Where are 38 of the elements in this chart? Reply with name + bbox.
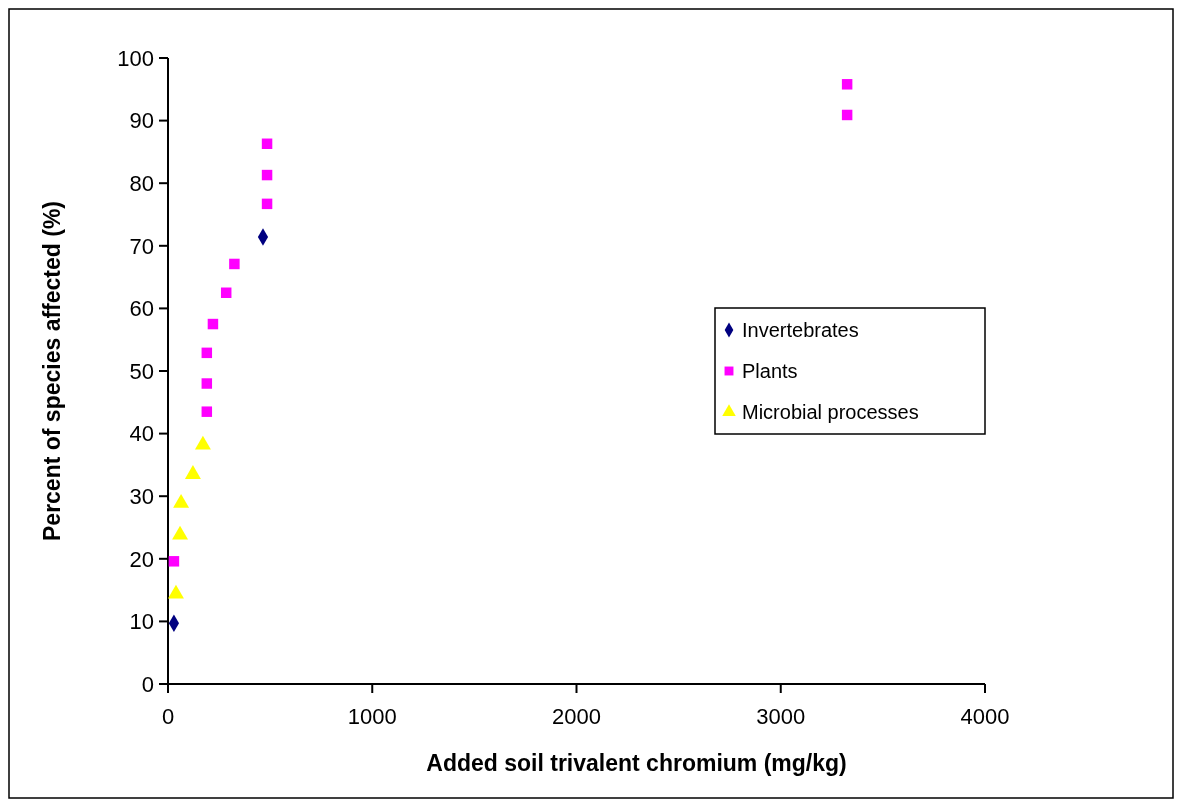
y-tick-label: 0: [141, 671, 154, 697]
point: [201, 406, 213, 417]
y-tick-label: 10: [129, 609, 154, 635]
point: [201, 347, 213, 359]
x-tick-label: 2000: [552, 704, 601, 729]
point: [194, 435, 211, 450]
x-tick-label: 0: [161, 704, 175, 729]
point: [173, 493, 190, 508]
point: [220, 287, 232, 298]
point: [841, 79, 853, 90]
y-tick-label: 40: [129, 421, 154, 447]
y-tick-label: 30: [129, 483, 154, 509]
point: [184, 465, 201, 479]
y-tick-label: 60: [129, 296, 154, 322]
x-tick-label: 4000: [960, 704, 1010, 729]
legend-label: Invertebrates: [742, 319, 859, 341]
y-tick-label: 80: [129, 170, 154, 196]
point: [261, 169, 273, 181]
point: [841, 109, 853, 121]
point: [168, 584, 184, 599]
y-tick-label: 90: [129, 108, 154, 134]
x-tick-label: 1000: [347, 704, 397, 729]
y-axis-title: Percent of species affected (%): [39, 200, 65, 542]
point: [172, 525, 189, 540]
y-tick-label: 50: [129, 358, 154, 384]
point: [261, 138, 273, 150]
point: [207, 318, 219, 330]
y-tick-label: 20: [129, 546, 154, 572]
y-tick-label: 100: [117, 45, 154, 71]
point: [261, 198, 273, 210]
point: [201, 378, 213, 389]
legend-label: Microbial processes: [742, 401, 919, 423]
point: [168, 556, 180, 567]
point: [229, 258, 240, 270]
legend-label: Plants: [742, 360, 798, 382]
x-axis-title: Added soil trivalent chromium (mg/kg): [426, 750, 847, 776]
y-tick-label: 70: [129, 233, 154, 259]
x-tick-label: 3000: [756, 704, 806, 729]
